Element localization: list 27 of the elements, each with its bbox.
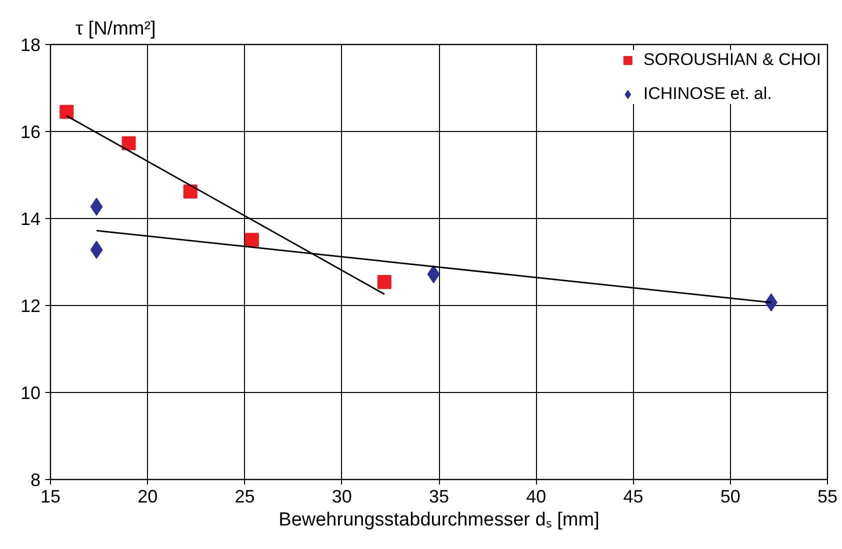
point xyxy=(122,136,136,150)
point xyxy=(90,198,103,216)
x-tick-label: 45 xyxy=(623,486,644,506)
point xyxy=(90,240,103,259)
x-tick-label: 40 xyxy=(526,486,546,506)
point xyxy=(244,232,259,247)
x-tick-label: 20 xyxy=(138,486,158,506)
y-tick-label: 16 xyxy=(20,122,41,142)
x-tick-label: 50 xyxy=(720,486,740,506)
x-tick-label: 30 xyxy=(332,486,352,506)
y-tick-label: 12 xyxy=(20,296,41,316)
point xyxy=(60,104,74,119)
y-tick-label: 8 xyxy=(30,470,41,490)
point xyxy=(377,275,392,290)
y-tick-label: 10 xyxy=(20,383,41,403)
y-tick-label: 14 xyxy=(20,209,41,229)
x-axis-title: Bewehrungsstabdurchmesser dₛ [mm] xyxy=(278,510,600,530)
legend-label: ICHINOSE et. al. xyxy=(643,84,772,104)
point xyxy=(183,184,198,199)
y-axis-title: τ [N/mm²] xyxy=(76,18,156,40)
x-tick-label: 15 xyxy=(40,486,61,506)
x-tick-label: 25 xyxy=(234,486,255,506)
point xyxy=(427,265,440,284)
x-tick-label: 35 xyxy=(428,486,450,506)
y-tick-label: 18 xyxy=(20,35,41,55)
x-tick-label: 55 xyxy=(817,486,838,506)
legend-label: SOROUSHIAN & CHOI xyxy=(643,50,821,70)
